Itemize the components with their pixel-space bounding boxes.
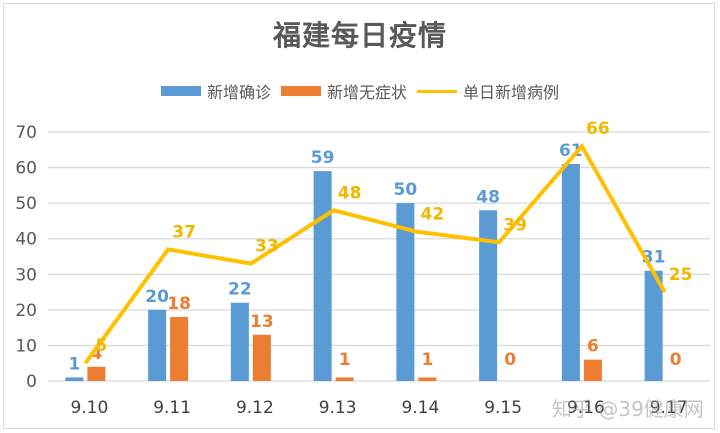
y-tick-label: 0 — [26, 372, 37, 392]
y-tick-label: 60 — [15, 159, 37, 179]
x-tick-label: 9.15 — [484, 398, 522, 418]
bar — [252, 334, 271, 381]
bar-data-label: 1 — [421, 350, 433, 370]
line-data-label: 5 — [95, 336, 107, 356]
bar-data-label: 6 — [587, 337, 599, 357]
bar — [396, 203, 415, 381]
bar — [170, 316, 189, 381]
line-data-label: 66 — [586, 119, 610, 139]
line-data-label: 42 — [421, 205, 445, 225]
watermark: 知乎 @39健康网 — [552, 397, 704, 421]
bar-data-label: 0 — [504, 350, 516, 370]
legend-item-confirmed: 新增确诊 — [160, 79, 271, 103]
bar-data-label: 18 — [167, 294, 191, 314]
bar — [313, 171, 332, 381]
bar — [335, 377, 354, 381]
x-tick-label: 9.10 — [70, 398, 108, 418]
x-tick-label: 9.12 — [236, 398, 274, 418]
legend-label-asymptomatic: 新增无症状 — [326, 83, 407, 102]
bar — [65, 377, 84, 381]
bar — [644, 270, 663, 381]
legend-item-asymptomatic: 新增无症状 — [280, 79, 407, 103]
legend-label-daily-total: 单日新增病例 — [463, 83, 560, 102]
x-tick-label: 9.17 — [650, 398, 688, 418]
x-tick-label: 9.14 — [401, 398, 439, 418]
line-data-label: 33 — [255, 237, 279, 257]
bar-data-label: 59 — [311, 148, 335, 168]
y-tick-label: 30 — [15, 265, 37, 285]
line-data-label: 25 — [669, 265, 693, 285]
bar — [418, 377, 437, 381]
bar-data-label: 1 — [339, 350, 351, 370]
y-tick-label: 50 — [15, 194, 37, 214]
bar-data-label: 20 — [145, 287, 169, 307]
line-data-label: 39 — [503, 215, 527, 235]
bar-data-label: 13 — [250, 312, 274, 332]
legend-label-confirmed: 新增确诊 — [206, 83, 271, 102]
legend-item-daily-total: 单日新增病例 — [417, 79, 559, 103]
y-tick-label: 40 — [15, 230, 37, 250]
legend-swatch-daily-total — [417, 89, 457, 93]
line-data-label: 48 — [338, 183, 362, 203]
x-tick-label: 9.13 — [319, 398, 357, 418]
bar-data-label: 48 — [476, 187, 500, 207]
y-tick-label: 20 — [15, 301, 37, 321]
bar — [479, 210, 498, 381]
line-data-label: 37 — [172, 222, 196, 242]
bar-data-label: 22 — [228, 280, 252, 300]
bar-data-label: 61 — [559, 141, 583, 161]
bar — [561, 164, 580, 381]
bar — [87, 366, 106, 381]
bar-data-label: 0 — [670, 350, 682, 370]
bar-data-label: 1 — [68, 354, 80, 374]
chart-legend: 新增确诊 新增无症状 单日新增病例 — [0, 79, 720, 103]
bar-data-label: 50 — [394, 180, 418, 200]
bar — [230, 302, 249, 381]
chart-title: 福建每日疫情 — [272, 19, 447, 52]
x-tick-label: 9.16 — [567, 398, 605, 418]
legend-swatch-confirmed — [160, 86, 201, 96]
legend-swatch-asymptomatic — [280, 86, 321, 96]
x-tick-label: 9.11 — [153, 398, 191, 418]
y-tick-label: 70 — [15, 123, 37, 143]
bar — [583, 359, 602, 381]
y-tick-label: 10 — [15, 336, 37, 356]
bar — [148, 309, 167, 381]
line-series — [83, 142, 667, 365]
